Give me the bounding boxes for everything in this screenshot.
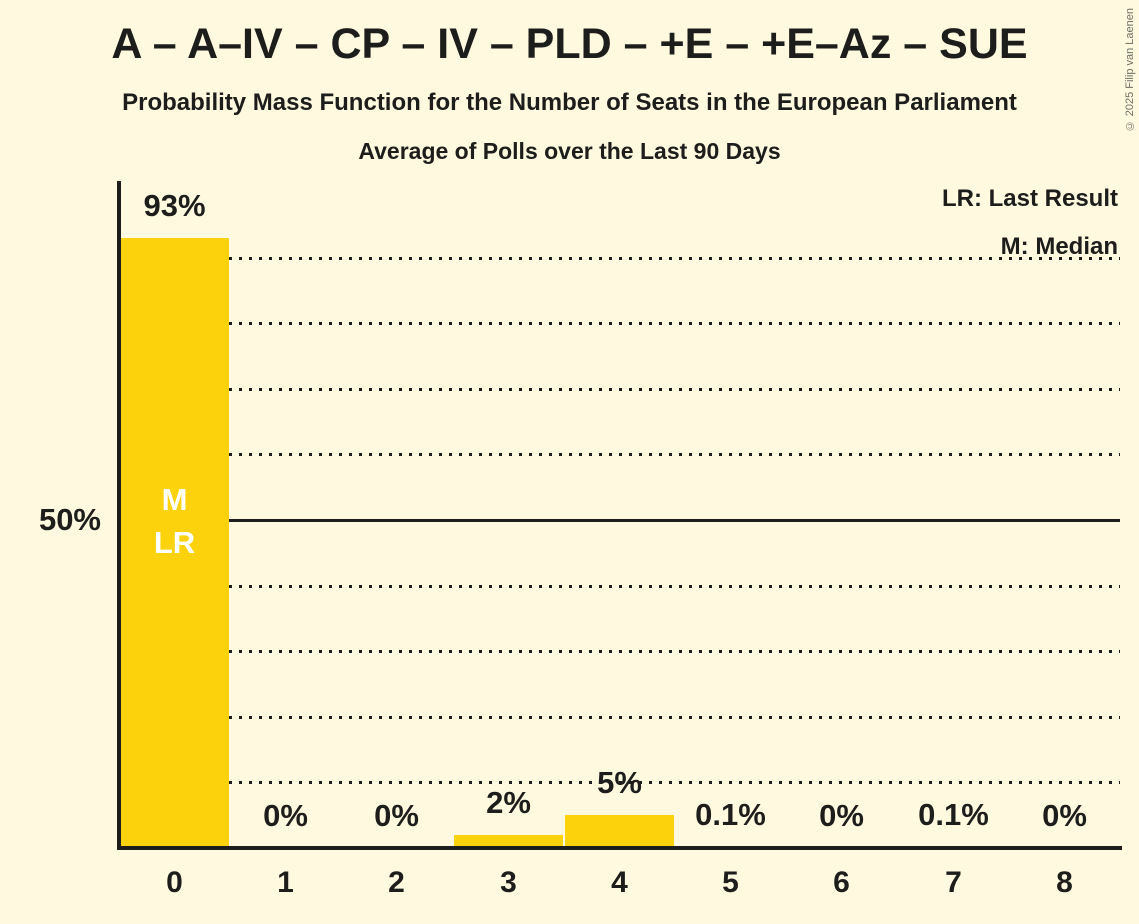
y-axis-tick-50pct: 50% (38, 502, 101, 537)
gridline-dotted-40pct (119, 585, 1120, 588)
gridline-solid-50pct (119, 519, 1120, 522)
value-label-seats-3: 2% (486, 785, 531, 820)
gridline-dotted-60pct (119, 453, 1120, 456)
chart-subtitle: Probability Mass Function for the Number… (122, 89, 1017, 116)
chart-subsubtitle: Average of Polls over the Last 90 Days (358, 138, 781, 164)
x-axis-line (117, 846, 1122, 850)
value-label-seats-5: 0.1% (695, 797, 766, 832)
value-label-seats-1: 0% (263, 798, 308, 833)
legend-last-result: LR: Last Result (941, 185, 1118, 212)
copyright-notice: © 2025 Filip van Laenen (1124, 8, 1136, 132)
legend-median: M: Median (1000, 233, 1118, 260)
median-last-result-annotation: M LR (153, 482, 196, 560)
value-label-seats-7: 0.1% (918, 797, 989, 832)
x-tick-seats-8: 8 (1056, 866, 1073, 899)
bar-seats-3 (454, 835, 563, 846)
gridline-dotted-10pct (119, 781, 1120, 784)
x-tick-seats-5: 5 (722, 866, 739, 899)
bar-seats-4 (565, 815, 674, 846)
gridline-dotted-20pct (119, 716, 1120, 719)
gridline-dotted-30pct (119, 650, 1120, 653)
x-tick-seats-0: 0 (166, 866, 183, 899)
y-axis-line (117, 181, 121, 850)
bar-seats-0 (120, 238, 229, 846)
x-tick-seats-1: 1 (277, 866, 294, 899)
value-label-seats-4: 5% (597, 765, 642, 800)
value-label-seats-6: 0% (819, 798, 864, 833)
x-tick-seats-4: 4 (611, 866, 628, 899)
gridline-dotted-90pct (119, 257, 1120, 260)
gridline-dotted-80pct (119, 322, 1120, 325)
value-label-seats-8: 0% (1042, 798, 1087, 833)
x-tick-seats-3: 3 (500, 866, 517, 899)
x-tick-seats-7: 7 (945, 866, 962, 899)
value-label-seats-0: 93% (143, 188, 206, 223)
value-label-seats-2: 0% (374, 798, 419, 833)
chart-title: A – A–IV – CP – IV – PLD – +E – +E–Az – … (111, 20, 1028, 68)
x-tick-seats-2: 2 (388, 866, 405, 899)
gridline-dotted-70pct (119, 388, 1120, 391)
x-tick-seats-6: 6 (833, 866, 850, 899)
